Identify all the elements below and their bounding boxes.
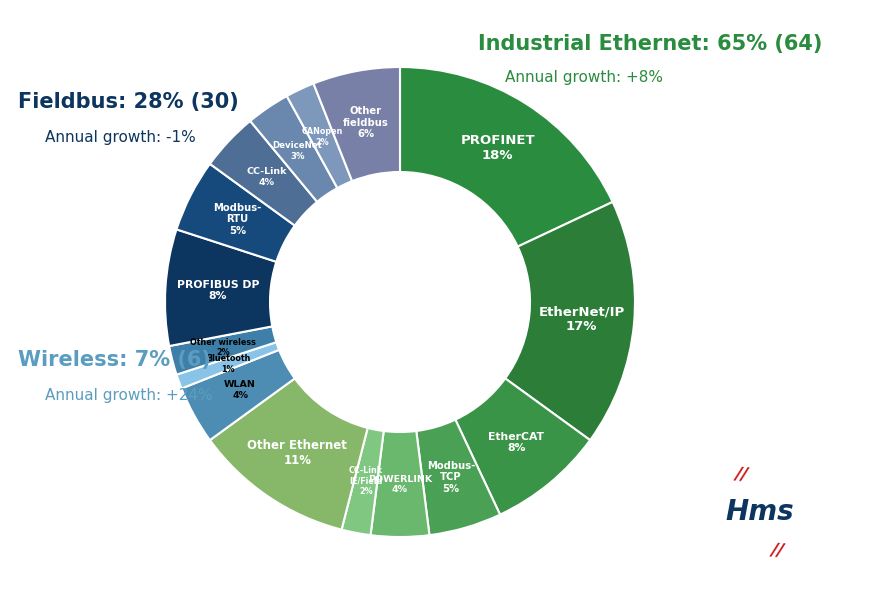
Text: Annual growth: -1%: Annual growth: -1% [45, 130, 196, 145]
Text: Annual growth: +8%: Annual growth: +8% [504, 70, 662, 85]
Text: EtherCAT
8%: EtherCAT 8% [488, 432, 544, 453]
Text: CC-Link
IE/Field
2%: CC-Link IE/Field 2% [348, 467, 382, 496]
Wedge shape [400, 67, 612, 247]
Text: POWERLINK
4%: POWERLINK 4% [368, 475, 432, 494]
Wedge shape [176, 342, 279, 388]
Text: PROFINET
18%: PROFINET 18% [460, 134, 534, 162]
Text: Modbus-
TCP
5%: Modbus- TCP 5% [427, 461, 474, 494]
Text: Other wireless
2%: Other wireless 2% [190, 338, 255, 357]
Text: DeviceNet
3%: DeviceNet 3% [272, 141, 322, 161]
Wedge shape [342, 428, 383, 535]
Wedge shape [209, 121, 317, 226]
Text: PROFIBUS DP
8%: PROFIBUS DP 8% [176, 280, 259, 302]
Text: Fieldbus: 28% (30): Fieldbus: 28% (30) [18, 92, 238, 112]
Wedge shape [287, 84, 352, 188]
Text: Hms: Hms [725, 498, 793, 526]
Text: EtherNet/IP
17%: EtherNet/IP 17% [538, 305, 624, 333]
Text: CC-Link
4%: CC-Link 4% [247, 167, 287, 187]
Text: Other Ethernet
11%: Other Ethernet 11% [247, 439, 347, 467]
Text: Bluetooth
1%: Bluetooth 1% [206, 354, 250, 373]
Text: //: // [770, 541, 785, 559]
Wedge shape [165, 229, 276, 346]
Text: Wireless: 7% (6): Wireless: 7% (6) [18, 350, 210, 370]
Text: //: // [733, 465, 748, 483]
Wedge shape [169, 326, 276, 374]
Text: Other
fieldbus
6%: Other fieldbus 6% [342, 106, 388, 139]
Wedge shape [313, 67, 400, 181]
Wedge shape [415, 420, 500, 535]
Wedge shape [370, 431, 429, 537]
Wedge shape [454, 379, 589, 515]
Wedge shape [182, 350, 295, 440]
Wedge shape [505, 202, 634, 440]
Wedge shape [209, 379, 368, 530]
Wedge shape [250, 96, 337, 202]
Text: Annual growth: +24%: Annual growth: +24% [45, 388, 212, 403]
Text: WLAN
4%: WLAN 4% [224, 380, 255, 400]
Wedge shape [176, 164, 295, 262]
Text: CANopen
2%: CANopen 2% [302, 127, 342, 146]
Text: Industrial Ethernet: 65% (64): Industrial Ethernet: 65% (64) [477, 34, 821, 54]
Text: Modbus-
RTU
5%: Modbus- RTU 5% [213, 202, 262, 236]
